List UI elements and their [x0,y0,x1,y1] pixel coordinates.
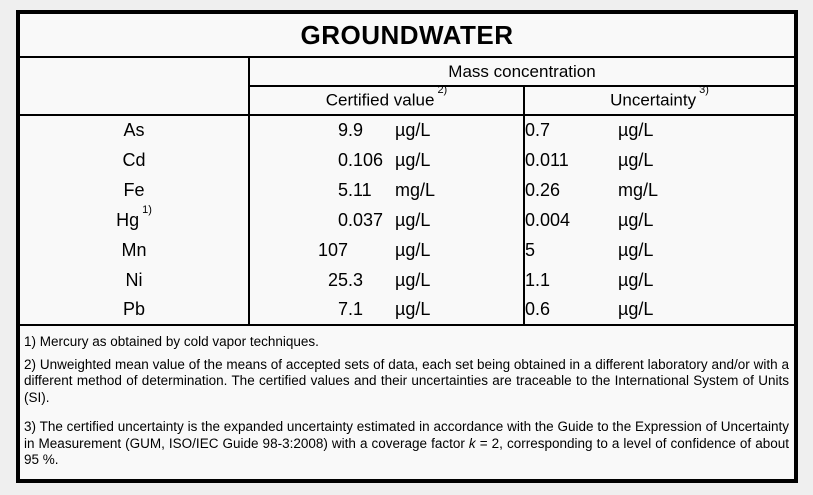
certified-value-fraction: .3 [348,269,364,290]
footnote-3: 3) The certified uncertainty is the expa… [24,419,789,469]
certified-unit: µg/L [395,269,431,290]
certified-unit: µg/L [395,299,431,319]
uncertainty-unit: µg/L [618,239,654,260]
footnotes: 1) Mercury as obtained by cold vapor tec… [20,326,794,469]
uncertainty-cell: 0.004 µg/L [524,205,794,235]
element-cell: Hg 1) [20,203,250,235]
title-row: GROUNDWATER [20,14,794,58]
certified-unit: µg/L [395,209,431,230]
element-cell: Mn [20,235,250,265]
certified-unit: µg/L [395,120,431,140]
element-symbol: Hg [116,209,140,230]
footnote-text: 3) The certified uncertainty is the expa… [24,419,789,451]
uncertainty-value: 0.011 [525,149,569,170]
uncertainty-value: 1.1 [525,269,551,290]
uncertainty-unit: mg/L [618,179,659,200]
uncertainty-cell: 1.1 µg/L [524,265,794,295]
groundwater-table: GROUNDWATER Mass concentration Certified… [20,14,794,326]
element-symbol: Mn [121,239,147,260]
element-symbol: Cd [122,149,146,170]
certified-value-cell: 25.3 µg/L [249,265,525,295]
certified-value-cell: 0.037 µg/L [249,205,525,235]
certified-value-integer: 107 [317,239,348,260]
element-symbol: Pb [122,299,146,319]
uncertainty-value: 0.7 [525,120,551,140]
element-symbol: Ni [125,269,143,290]
table-row: Hg 1) 0.037 µg/L 0.004 µg/L [20,203,794,235]
certified-value-fraction: .106 [348,149,384,170]
uncertainty-value: 0.004 [525,209,571,230]
element-cell: As [20,115,250,145]
certified-value-cell: 5.11 mg/L [249,175,525,205]
uncertainty-cell: 0.6 µg/L [524,295,794,326]
element-footnote-marker: 1) [142,203,152,216]
certificate-table-panel: GROUNDWATER Mass concentration Certified… [16,10,798,483]
footnote-italic-text: k [468,435,476,451]
element-cell: Ni [20,265,250,295]
footnote-text: 2) Unweighted mean value of the means of… [24,356,789,405]
subheader-row: Certified value2) Uncertainty3) [20,84,794,116]
table-row: Mn 107 µg/L 5 µg/L [20,235,794,265]
certified-value-integer: 0 [337,209,348,230]
element-cell: Cd [20,145,250,175]
uncertainty-cell: 0.26 mg/L [524,175,794,205]
footnote-1: 1) Mercury as obtained by cold vapor tec… [24,334,789,351]
uncertainty-unit: µg/L [618,120,654,140]
certified-value-integer: 7 [337,299,348,319]
certified-value-cell: 107 µg/L [249,235,525,265]
footnote-text: = 2, corresponding to a level of confide… [24,435,789,468]
table-row: Pb 7.1 µg/L 0.6 µg/L [20,295,794,326]
column-header-uncertainty: Uncertainty3) [524,84,794,116]
certified-unit: µg/L [395,239,431,260]
certified-value-integer: 25 [327,269,348,290]
uncertainty-cell: 0.7 µg/L [524,115,794,145]
certified-value-cell: 0.106 µg/L [249,145,525,175]
certified-value-fraction: .11 [348,179,372,200]
uncertainty-value: 5 [525,239,536,260]
column-header-certified-value: Certified value2) [249,84,525,116]
footnote-text: 1) Mercury as obtained by cold vapor tec… [24,334,319,349]
element-cell: Pb [20,295,250,326]
empty-corner-cell [20,57,250,116]
certified-value-cell: 7.1 µg/L [249,295,525,326]
footnote-2: 2) Unweighted mean value of the means of… [24,357,789,407]
uncertainty-unit: µg/L [618,269,654,290]
table-row: Ni 25.3 µg/L 1.1 µg/L [20,265,794,295]
element-symbol: As [123,120,145,140]
certified-value-fraction: .1 [348,299,364,319]
certified-unit: mg/L [395,179,436,200]
table-row: Cd 0.106 µg/L 0.011 µg/L [20,145,794,175]
certified-value-fraction: .037 [348,209,384,230]
group-header-row: Mass concentration [20,57,794,116]
certified-value-integer: 5 [337,179,348,200]
certified-unit: µg/L [395,149,431,170]
column-header-uncertainty-label: Uncertainty [610,90,697,110]
uncertainty-unit: µg/L [618,149,654,170]
uncertainty-value: 0.26 [525,179,561,200]
element-cell: Fe [20,175,250,205]
table-row: As 9.9 µg/L 0.7 µg/L [20,115,794,145]
column-header-certified-value-label: Certified value [325,90,435,110]
table-body: As 9.9 µg/L 0.7 µg/L Cd 0.106 µg/L 0.011 µg/L Fe 5.… [20,115,794,326]
uncertainty-cell: 5 µg/L [524,235,794,265]
certified-value-cell: 9.9 µg/L [249,115,525,145]
footnote-marker-2: 2) [437,84,448,97]
column-group-header-mass-concentration: Mass concentration [249,57,794,87]
certified-value-fraction: .9 [348,120,364,140]
certified-value-integer: 9 [337,120,348,140]
uncertainty-unit: µg/L [618,209,654,230]
page-title: GROUNDWATER [20,14,794,58]
uncertainty-cell: 0.011 µg/L [524,145,794,175]
footnote-marker-3: 3) [699,84,709,97]
table-row: Fe 5.11 mg/L 0.26 mg/L [20,175,794,205]
uncertainty-unit: µg/L [618,299,654,319]
uncertainty-value: 0.6 [525,299,551,319]
certified-value-integer: 0 [337,149,348,170]
element-symbol: Fe [123,179,145,200]
